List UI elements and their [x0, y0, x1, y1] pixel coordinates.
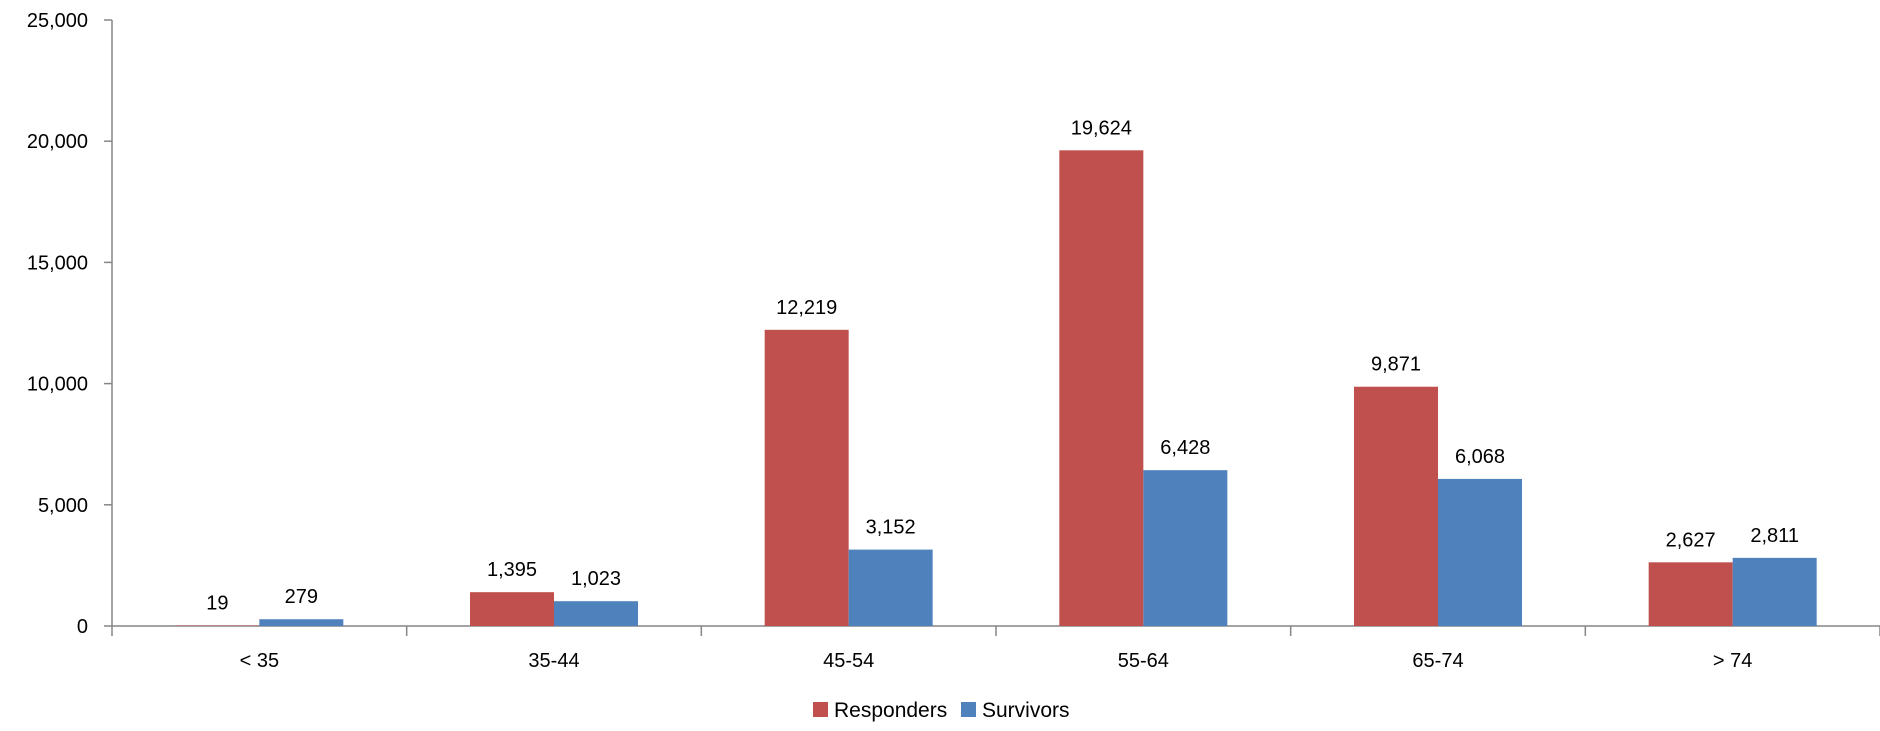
y-tick-label: 25,000 — [27, 10, 88, 32]
x-category-label: 35-44 — [528, 650, 579, 672]
y-axis: 0 5,000 10,000 15,000 20,000 25,000 — [27, 10, 113, 638]
x-category-label: 65-74 — [1412, 650, 1463, 672]
bars — [175, 150, 1817, 626]
legend-label-survivors: Survivors — [982, 699, 1070, 722]
bar-survivors — [1438, 478, 1522, 626]
legend-label-responders: Responders — [834, 699, 947, 722]
bar-survivors — [554, 601, 638, 626]
data-label-responders: 19,624 — [1071, 117, 1132, 139]
bar-responders — [764, 329, 849, 626]
y-tick-label: 0 — [77, 616, 88, 638]
legend-swatch-survivors — [961, 702, 976, 717]
y-tick-label: 5,000 — [38, 495, 88, 517]
bar-survivors — [259, 619, 344, 626]
bar-responders — [470, 592, 554, 626]
data-label-responders: 9,871 — [1371, 354, 1421, 376]
data-label-survivors: 2,811 — [1750, 525, 1799, 547]
bar-survivors — [1732, 557, 1817, 626]
data-label-survivors: 279 — [285, 586, 318, 608]
data-label-survivors: 6,068 — [1455, 446, 1505, 468]
y-tick-label: 15,000 — [27, 252, 88, 274]
data-label-survivors: 1,023 — [571, 568, 621, 590]
data-label-responders: 1,395 — [487, 559, 537, 581]
x-category-label: 55-64 — [1118, 650, 1169, 672]
bar-responders — [1648, 562, 1733, 626]
y-tick-label: 10,000 — [27, 374, 88, 396]
bar-survivors — [848, 549, 933, 626]
x-category-label: > 74 — [1713, 650, 1752, 672]
data-label-responders: 19 — [206, 593, 228, 615]
data-label-survivors: 3,152 — [866, 517, 916, 539]
data-label-responders: 12,219 — [776, 297, 837, 319]
x-category-label: < 35 — [240, 650, 279, 672]
data-label-responders: 2,627 — [1666, 529, 1716, 551]
legend: Responders Survivors — [813, 699, 1070, 722]
data-labels: 19 1,395 12,219 19,624 9,871 2,627 279 1,023 3,1… — [206, 117, 1799, 614]
legend-swatch-responders — [813, 702, 828, 717]
bar-survivors — [1143, 470, 1228, 626]
bar-responders — [1059, 150, 1144, 626]
x-category-label: 45-54 — [823, 650, 874, 672]
bar-responders — [1354, 386, 1438, 626]
data-label-survivors: 6,428 — [1160, 437, 1210, 459]
x-axis: < 35 35-44 45-54 55-64 65-74 > 74 — [111, 625, 1880, 672]
y-tick-label: 20,000 — [27, 131, 88, 153]
